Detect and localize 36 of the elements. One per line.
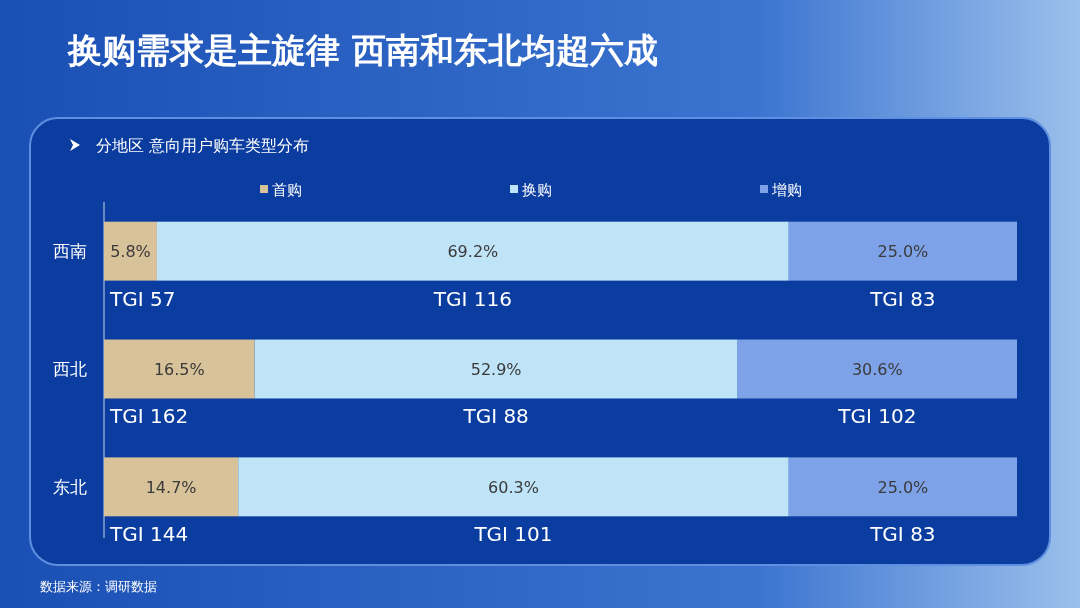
legend-label: 增购: [771, 181, 802, 199]
annotation: TGI 102: [837, 404, 917, 429]
data-label: 16.5%: [153, 360, 205, 379]
annotation: TGI 83: [869, 522, 936, 547]
data-label: 25.0%: [877, 477, 929, 497]
annotation: TGI 57: [109, 286, 176, 311]
chart-title: 换购需求是主旋律 西南和东北均超六成: [67, 30, 658, 70]
annotation: TGI 116: [432, 286, 512, 311]
data-label: 52.9%: [470, 360, 522, 379]
annotation: TGI 162: [109, 404, 189, 429]
annotation: TGI 144: [109, 522, 189, 547]
legend-label: 换购: [522, 181, 552, 199]
bar: [737, 339, 1017, 399]
data-label: 69.2%: [447, 242, 499, 262]
bar: [104, 457, 239, 517]
data-label: 25.0%: [877, 242, 929, 262]
bar: [104, 339, 255, 399]
legend-label: 首购: [272, 181, 302, 199]
bar: [104, 221, 157, 281]
annotation: TGI 88: [462, 404, 529, 429]
data-label: 30.6%: [851, 360, 903, 379]
annotation: TGI 83: [869, 286, 936, 311]
data-label: 5.8%: [110, 242, 151, 262]
bar: [254, 339, 738, 399]
data-label: 60.3%: [488, 477, 539, 497]
data-label: 14.7%: [145, 477, 197, 497]
bar: [156, 221, 789, 281]
annotation: TGI 101: [473, 522, 553, 547]
y-tick-label: 西南: [53, 241, 87, 262]
source-note: 数据来源：调研数据: [40, 579, 157, 594]
bar: [788, 457, 1017, 517]
y-tick-label: 东北: [53, 476, 87, 497]
chart-subtitle: 分地区 意向用户购车类型分布: [96, 136, 310, 155]
y-tick-label: 西北: [53, 359, 87, 379]
bar: [238, 457, 789, 517]
bar: [788, 221, 1017, 281]
